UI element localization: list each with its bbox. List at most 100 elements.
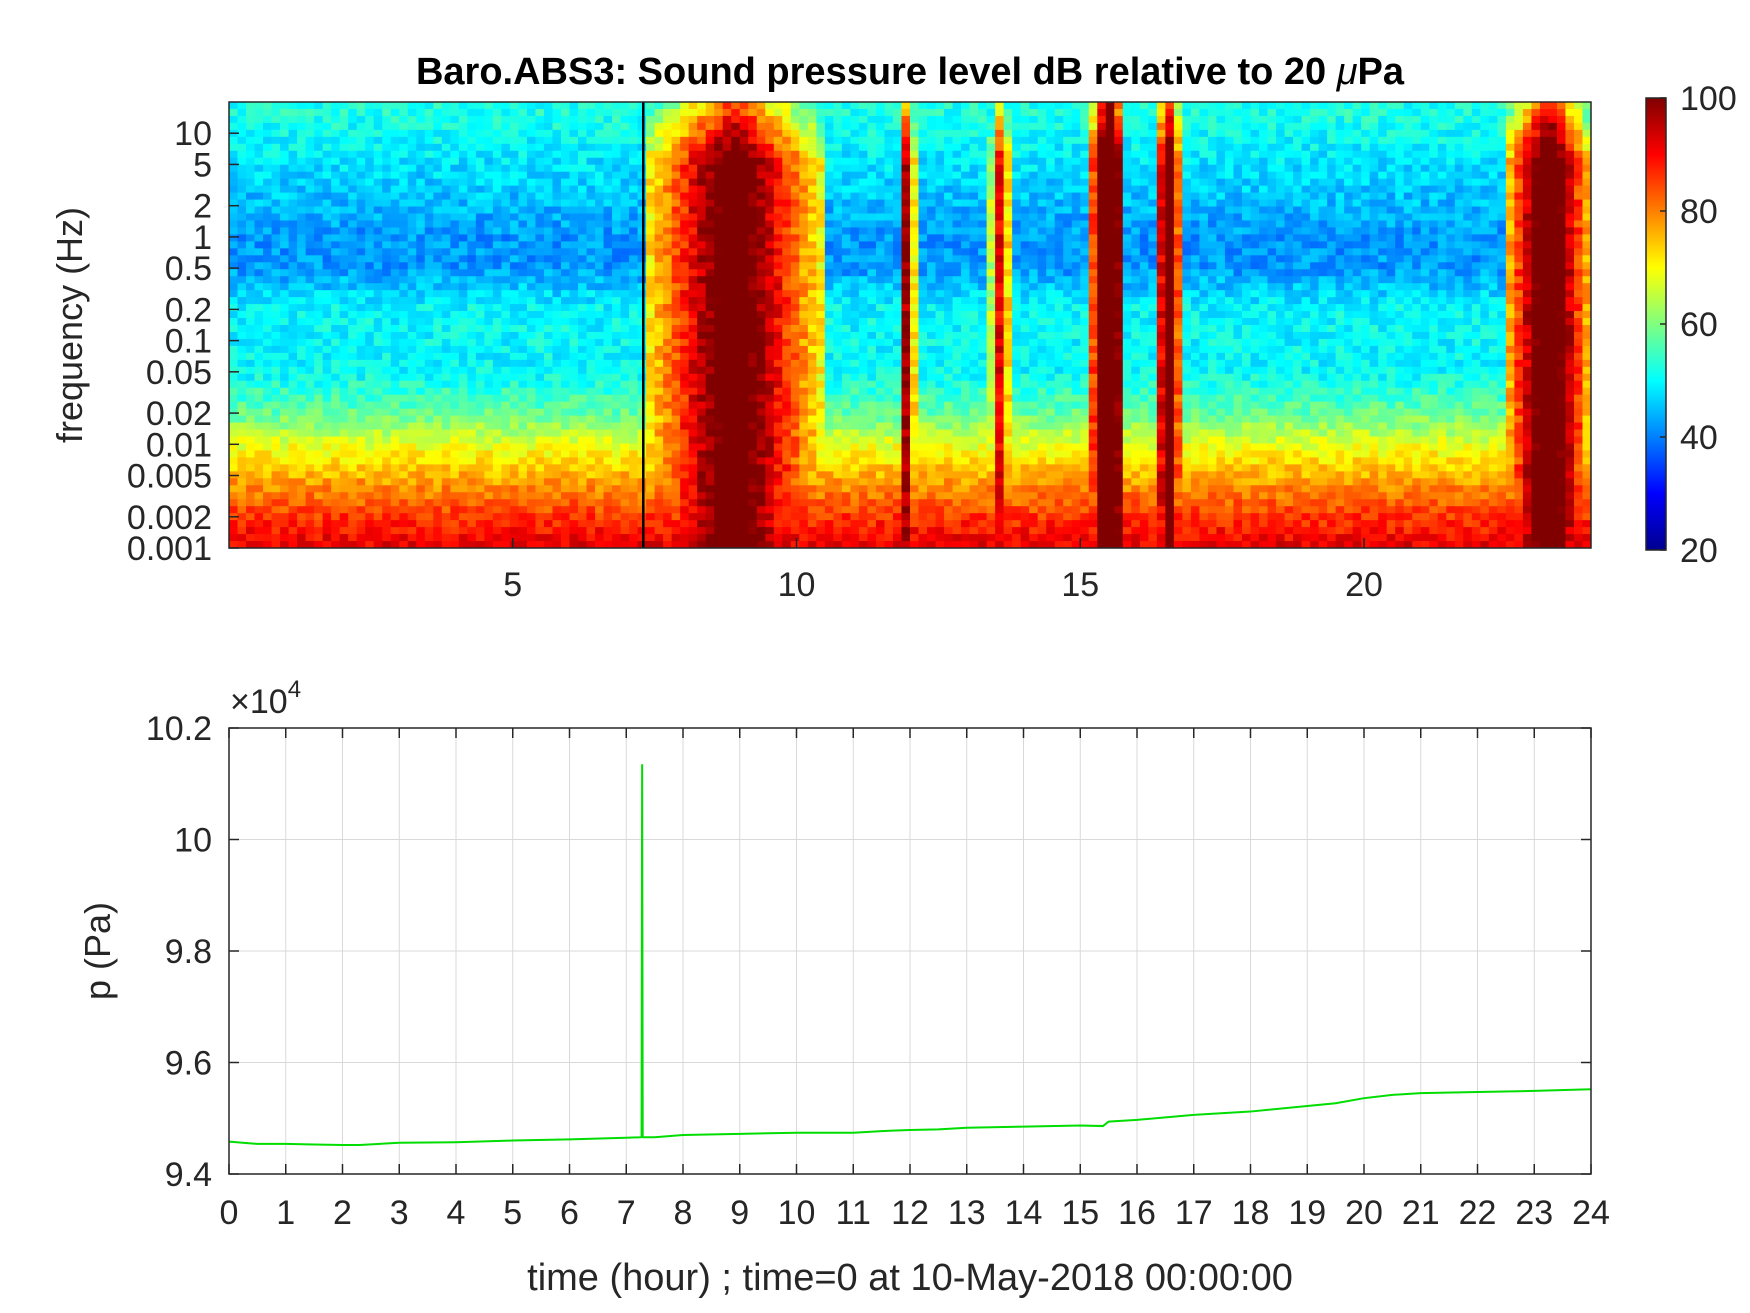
spectrogram-cell bbox=[314, 359, 324, 368]
spectrogram-cell bbox=[535, 506, 545, 514]
spectrogram-cell bbox=[467, 171, 477, 180]
spectrogram-cell bbox=[833, 122, 843, 131]
spectrogram-cell bbox=[526, 373, 537, 382]
spectrogram-cell bbox=[875, 241, 886, 249]
spectrogram-cell bbox=[484, 311, 494, 319]
spectrogram-cell bbox=[816, 102, 826, 110]
spectrogram-cell bbox=[858, 345, 869, 354]
spectrogram-cell bbox=[782, 150, 792, 159]
spectrogram-cell bbox=[799, 297, 809, 305]
spectrogram-cell bbox=[629, 345, 639, 354]
spectrogram-cell bbox=[467, 338, 477, 347]
spectrogram-cell bbox=[807, 213, 817, 222]
spectrogram-cell bbox=[586, 234, 596, 242]
spectrogram-cell bbox=[399, 387, 409, 396]
spectrogram-cell bbox=[348, 387, 358, 396]
spectrogram-cell bbox=[816, 415, 826, 424]
spectrogram-cell bbox=[841, 157, 852, 166]
spectrogram-cell bbox=[441, 492, 451, 500]
spectrogram-cell bbox=[620, 297, 630, 305]
spectrogram-cell bbox=[875, 115, 886, 124]
spectrogram-cell bbox=[535, 318, 545, 326]
spectrogram-cell bbox=[816, 262, 826, 270]
spectrogram-cell bbox=[365, 506, 375, 514]
spectrogram-cell bbox=[595, 415, 605, 424]
spectrogram-cell bbox=[297, 311, 307, 319]
spectrogram-cell bbox=[756, 478, 766, 486]
spectrogram-cell bbox=[867, 338, 877, 347]
spectrogram-cell bbox=[263, 471, 273, 479]
spectrogram-cell bbox=[816, 157, 826, 166]
spectrogram-cell bbox=[263, 394, 273, 403]
spectrogram-cell bbox=[280, 157, 290, 166]
spectrogram-cell bbox=[646, 206, 656, 215]
spectrogram-cell bbox=[773, 450, 783, 459]
spectrogram-cell bbox=[433, 478, 443, 486]
spectrogram-cell bbox=[373, 164, 383, 173]
spectrogram-cell bbox=[348, 492, 358, 500]
spectrogram-cell bbox=[731, 255, 741, 263]
spectrogram-cell bbox=[433, 164, 443, 173]
spectrogram-cell bbox=[407, 136, 417, 145]
spectrogram-cell bbox=[850, 443, 860, 452]
spectrogram-cell bbox=[237, 325, 247, 333]
spectrogram-cell bbox=[552, 192, 562, 201]
spectrogram-cell bbox=[620, 227, 630, 236]
spectrogram-cell bbox=[322, 171, 332, 180]
spectrogram-cell bbox=[705, 443, 715, 452]
spectrogram-cell bbox=[816, 457, 826, 465]
spectrogram-cell bbox=[612, 513, 622, 521]
spectrogram-cell bbox=[518, 150, 528, 159]
spectrogram-cell bbox=[433, 436, 443, 445]
spectrogram-cell bbox=[841, 248, 852, 256]
spectrogram-cell bbox=[365, 443, 375, 452]
spectrogram-cell bbox=[305, 164, 315, 173]
spectrogram-cell bbox=[663, 241, 673, 249]
spectrogram-cell bbox=[288, 436, 298, 445]
spectrogram-cell bbox=[373, 136, 383, 145]
spectrogram-cell bbox=[297, 443, 307, 452]
spectrogram-cell bbox=[714, 192, 724, 201]
spectrogram-cell bbox=[569, 478, 579, 486]
spectrogram-cell bbox=[841, 373, 852, 382]
spectrogram-cell bbox=[629, 262, 639, 270]
spectrogram-cell bbox=[237, 345, 247, 354]
spectrogram-cell bbox=[646, 115, 656, 124]
spectrogram-cell bbox=[612, 366, 622, 375]
spectrogram-cell bbox=[748, 534, 758, 542]
spectrogram-cell bbox=[365, 492, 375, 500]
spectrogram-cell bbox=[782, 115, 792, 124]
spectrogram-cell bbox=[756, 506, 766, 514]
spectrogram-cell bbox=[697, 150, 707, 159]
spectrogram-cell bbox=[773, 269, 783, 277]
spectrogram-cell bbox=[390, 206, 400, 215]
spectrogram-cell bbox=[739, 422, 749, 431]
spectrogram-cell bbox=[697, 241, 707, 249]
spectrogram-cell bbox=[399, 276, 409, 284]
spectrogram-cell bbox=[560, 108, 571, 117]
spectrogram-cell bbox=[654, 108, 664, 117]
spectrogram-cell bbox=[356, 443, 366, 452]
spectrogram-cell bbox=[416, 206, 426, 215]
spectrogram-cell bbox=[237, 464, 247, 472]
spectrogram-cell bbox=[629, 234, 639, 242]
spectrogram-cell bbox=[322, 527, 332, 535]
spectrogram-cell bbox=[339, 129, 349, 138]
spectrogram-cell bbox=[807, 150, 817, 159]
spectrogram-cell bbox=[339, 297, 349, 305]
spectrogram-cell bbox=[246, 331, 256, 340]
spectrogram-cell bbox=[271, 394, 281, 403]
spectrogram-cell bbox=[254, 248, 264, 256]
spectrogram-cell bbox=[407, 157, 417, 166]
spectrogram-cell bbox=[790, 227, 800, 236]
spectrogram-cell bbox=[646, 192, 656, 201]
spectrogram-cell bbox=[603, 311, 613, 319]
spectrogram-cell bbox=[833, 136, 843, 145]
spectrogram-cell bbox=[552, 304, 562, 312]
spectrogram-cell bbox=[356, 478, 366, 486]
spectrogram-cell bbox=[773, 178, 783, 187]
spectrogram-cell bbox=[646, 136, 656, 145]
spectrogram-cell bbox=[739, 492, 749, 500]
spectrogram-cell bbox=[526, 506, 537, 514]
spectrogram-cell bbox=[433, 373, 443, 382]
